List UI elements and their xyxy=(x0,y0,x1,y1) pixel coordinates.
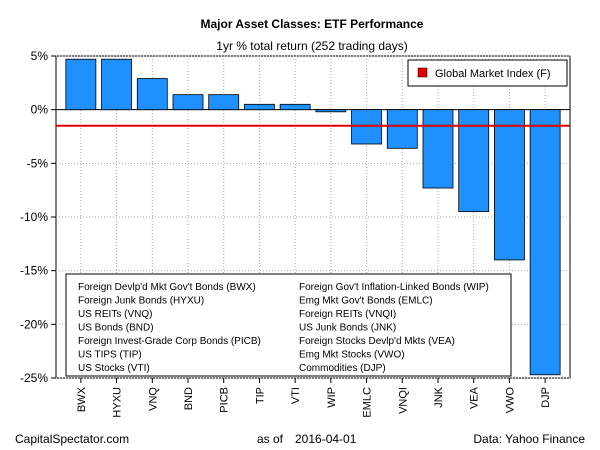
note-left: Foreign Junk Bonds (HYXU) xyxy=(78,296,204,307)
bar-bnd xyxy=(172,94,204,111)
bar-jnk xyxy=(422,109,454,189)
bar-wip xyxy=(315,109,347,113)
note-right: Commodities (DJP) xyxy=(299,363,386,374)
footer-date: 2016-04-01 xyxy=(295,432,357,446)
bar-emlc xyxy=(351,109,382,145)
x-tick-label-jnk: JNK xyxy=(433,386,445,407)
y-tick-label: 5% xyxy=(31,49,49,63)
footer-data-source: Data: Yahoo Finance xyxy=(473,432,585,446)
note-right: Foreign Gov't Inflation-Linked Bonds (WI… xyxy=(299,282,489,293)
note-left: Foreign Invest-Grade Corp Bonds (PICB) xyxy=(78,336,261,347)
x-tick-label-bnd: BND xyxy=(183,387,195,410)
bar-tip xyxy=(244,103,275,111)
bar-djp xyxy=(529,109,561,376)
x-tick-label-vea: VEA xyxy=(469,386,481,409)
bar-picb xyxy=(208,94,240,111)
x-tick-label-wip: WIP xyxy=(326,387,338,408)
x-tick-label-vti: VTI xyxy=(290,387,302,404)
x-tick-label-emlc: EMLC xyxy=(362,387,374,418)
note-left: US Stocks (VTI) xyxy=(78,363,150,374)
chart-title: Major Asset Classes: ETF Performance xyxy=(201,17,424,31)
bars xyxy=(65,58,561,376)
x-tick-label-vnqi: VNQI xyxy=(397,387,409,414)
bar-vnqi xyxy=(386,109,418,149)
legend: Global Market Index (F) xyxy=(407,59,568,87)
bar-hyxu xyxy=(101,58,132,111)
note-left: Foreign Devlp'd Mkt Gov't Bonds (BWX) xyxy=(78,282,256,293)
note-left: US REITs (VNQ) xyxy=(78,309,152,320)
legend-label: Global Market Index (F) xyxy=(435,68,551,80)
bar-vti xyxy=(279,103,311,111)
bar-vwo xyxy=(494,109,525,261)
y-tick-label: -20% xyxy=(20,317,48,331)
y-tick-label: -5% xyxy=(27,156,49,170)
note-right: Foreign Stocks Devlp'd Mkts (VEA) xyxy=(299,336,455,347)
note-right: US Junk Bonds (JNK) xyxy=(299,323,396,334)
x-tick-label-picb: PICB xyxy=(219,387,231,413)
note-right: Emg Mkt Stocks (VWO) xyxy=(299,350,405,361)
x-tick-label-djp: DJP xyxy=(540,387,552,408)
legend-box xyxy=(407,59,568,87)
notes-border xyxy=(65,273,512,377)
x-axis: BWX HYXU VNQ BND PICB TIP VTI WIP EMLC VNQI JNK VEA… xyxy=(76,378,552,418)
notes-box: Foreign Devlp'd Mkt Gov't Bonds (BWX) For… xyxy=(65,273,512,377)
legend-swatch xyxy=(417,67,428,78)
y-tick-label: 0% xyxy=(31,103,49,117)
note-right: Foreign REITs (VNQI) xyxy=(299,309,396,320)
bar-vnq xyxy=(136,78,168,111)
footer-site: CapitalSpectator.com xyxy=(15,432,129,446)
y-tick-label: -15% xyxy=(20,264,48,278)
note-left: US Bonds (BND) xyxy=(78,323,154,334)
bar-bwx xyxy=(65,58,97,111)
footer-as-of-label: as of xyxy=(257,432,284,446)
x-tick-label-tip: TIP xyxy=(254,387,266,404)
note-right: Emg Mkt Gov't Bonds (EMLC) xyxy=(299,296,433,307)
chart-subtitle: 1yr % total return (252 trading days) xyxy=(216,39,407,53)
note-left: US TIPS (TIP) xyxy=(78,350,142,361)
y-tick-label: -25% xyxy=(20,371,48,385)
x-tick-label-vwo: VWO xyxy=(504,387,516,414)
x-tick-label-hyxu: HYXU xyxy=(112,387,124,418)
y-axis: 5% 0% -5% -10% -15% -20% -25% xyxy=(20,49,56,385)
y-tick-label: -10% xyxy=(20,210,48,224)
x-tick-label-bwx: BWX xyxy=(76,386,88,412)
x-tick-label-vnq: VNQ xyxy=(147,387,159,411)
